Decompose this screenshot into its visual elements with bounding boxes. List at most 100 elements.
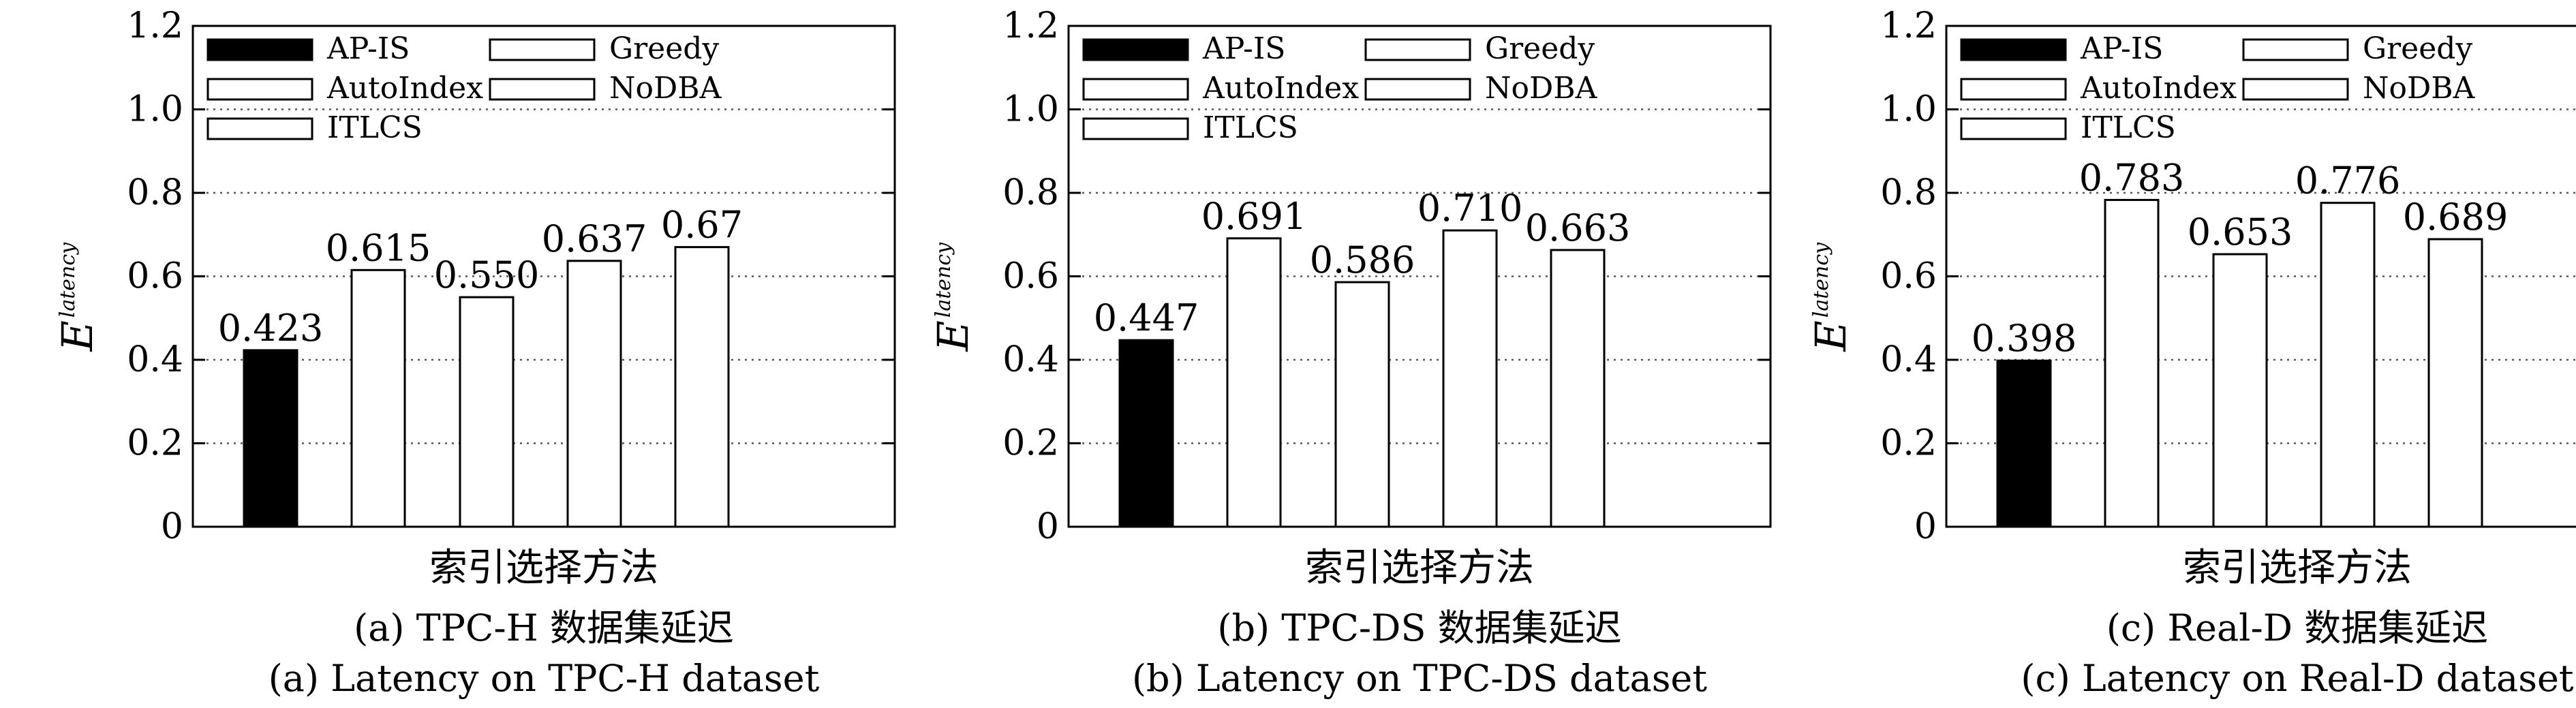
- bar-itlcs: [2212, 253, 2268, 528]
- legend-swatch: [1082, 38, 1189, 61]
- legend-label: NoDBA: [609, 71, 722, 106]
- legend-swatch: [1082, 78, 1189, 101]
- legend-swatch: [1364, 78, 1471, 101]
- legend: AP-IS Greedy AutoIndex NoDBA ITLCS: [1960, 31, 2476, 145]
- y-axis-label: Elatency: [1806, 242, 1856, 352]
- y-tick-label: 0.4: [127, 339, 183, 380]
- y-axis-label-superscript: latency: [1809, 242, 1833, 318]
- value-label: 0.398: [1972, 317, 2077, 360]
- value-label: 0.586: [1310, 238, 1415, 281]
- legend-swatch: [2242, 38, 2349, 61]
- y-tick-label: 0.8: [1002, 172, 1059, 213]
- y-tick-label: 1.2: [127, 5, 183, 46]
- y-tick-label: 0: [1914, 506, 1937, 547]
- value-label: 0.691: [1201, 195, 1307, 238]
- bar-itlcs: [459, 296, 515, 528]
- y-tick-label: 1.2: [1880, 5, 1937, 46]
- bar-ap-is: [1118, 339, 1174, 528]
- value-label: 0.710: [1417, 187, 1523, 230]
- legend: AP-IS Greedy AutoIndex NoDBA ITLCS: [206, 31, 722, 145]
- value-label: 0.689: [2403, 196, 2509, 238]
- legend: AP-IS Greedy AutoIndex NoDBA ITLCS: [1082, 31, 1598, 145]
- bar-nodba: [1550, 249, 1606, 528]
- value-label: 0.653: [2188, 211, 2293, 253]
- value-label: 0.663: [1525, 206, 1631, 249]
- bar-itlcs: [1334, 281, 1390, 528]
- y-axis-label-superscript: latency: [56, 242, 80, 318]
- caption-english: (a) Latency on TPC-H dataset: [269, 657, 820, 700]
- legend-label: NoDBA: [1485, 71, 1598, 106]
- bar-greedy: [1442, 229, 1498, 528]
- bar-nodba: [2427, 238, 2483, 528]
- y-axis-label-main: E: [1806, 320, 1856, 352]
- x-axis-label: 索引选择方法: [429, 546, 658, 590]
- legend-label: AutoIndex: [326, 71, 483, 106]
- caption-chinese: (a) TPC-H 数据集延迟: [354, 606, 734, 649]
- y-axis-label-superscript: latency: [932, 242, 955, 318]
- legend-label: AP-IS: [2080, 31, 2163, 66]
- y-tick-label: 1.0: [1880, 89, 1937, 130]
- caption-english: (b) Latency on TPC-DS dataset: [1132, 657, 1707, 700]
- y-axis-label-main: E: [928, 320, 978, 352]
- legend-label: Greedy: [2363, 31, 2472, 66]
- caption-english: (c) Latency on Real-D dataset: [2021, 657, 2574, 700]
- legend-swatch: [206, 38, 313, 61]
- bar-nodba: [674, 246, 730, 528]
- y-axis-label-main: E: [52, 320, 102, 352]
- caption-chinese: (c) Real-D 数据集延迟: [2106, 606, 2488, 649]
- legend-label: ITLCS: [327, 110, 423, 145]
- legend-swatch: [1960, 117, 2067, 140]
- legend-swatch: [206, 78, 313, 101]
- bar-autoindex: [350, 268, 406, 528]
- y-tick-label: 1.2: [1002, 5, 1059, 46]
- y-tick-label: 0.6: [1880, 256, 1937, 297]
- chart-panel-3: 0 0.2 0.4 0.6 0.8 1.0 1.2 0.398 0.7830.6530.7760…: [1806, 5, 2576, 700]
- bar-autoindex: [1226, 237, 1282, 528]
- value-label: 0.447: [1094, 296, 1199, 339]
- legend-swatch: [2242, 78, 2349, 101]
- y-tick-label: 0.2: [1880, 423, 1937, 464]
- y-tick-label: 0.4: [1002, 339, 1059, 380]
- legend-label: ITLCS: [2081, 110, 2176, 145]
- y-tick-label: 0.8: [127, 172, 183, 213]
- legend-swatch: [489, 38, 596, 61]
- y-tick-label: 1.0: [1002, 89, 1059, 130]
- y-tick-label: 1.0: [127, 89, 183, 130]
- x-axis-label: 索引选择方法: [2183, 546, 2412, 590]
- bar-ap-is: [1996, 359, 2052, 528]
- value-label: 0.550: [434, 253, 540, 296]
- legend-swatch: [1364, 38, 1471, 61]
- legend-label: AutoIndex: [2080, 71, 2237, 106]
- bar-autoindex: [2104, 198, 2160, 528]
- legend-swatch: [489, 78, 596, 101]
- y-tick-label: 0.6: [1002, 256, 1059, 297]
- y-axis-label: Elatency: [52, 242, 102, 352]
- y-tick-label: 0.6: [127, 256, 183, 297]
- y-tick-label: 0.2: [1002, 423, 1059, 464]
- y-tick-label: 0.8: [1880, 172, 1937, 213]
- legend-swatch: [206, 117, 313, 140]
- y-tick-label: 0.4: [1880, 339, 1937, 380]
- value-label: 0.776: [2295, 159, 2401, 202]
- legend-label: AP-IS: [326, 31, 410, 66]
- legend-label: ITLCS: [1203, 110, 1298, 145]
- value-label: 0.67: [661, 204, 743, 247]
- legend-swatch: [1082, 117, 1189, 140]
- bar-ap-is: [243, 349, 298, 528]
- y-axis-label: Elatency: [928, 242, 978, 352]
- legend-swatch: [1960, 38, 2067, 61]
- legend-swatch: [1960, 78, 2067, 101]
- legend-label: Greedy: [609, 31, 719, 66]
- y-tick-label: 0.2: [127, 423, 183, 464]
- bar-greedy: [566, 260, 622, 528]
- value-label: 0.637: [542, 217, 647, 260]
- bar-greedy: [2320, 202, 2376, 528]
- legend-label: AP-IS: [1202, 31, 1285, 66]
- x-axis-label: 索引选择方法: [1305, 546, 1534, 590]
- value-label: 0.423: [218, 307, 324, 350]
- y-tick-label: 0: [161, 506, 183, 547]
- legend-label: AutoIndex: [1202, 71, 1359, 106]
